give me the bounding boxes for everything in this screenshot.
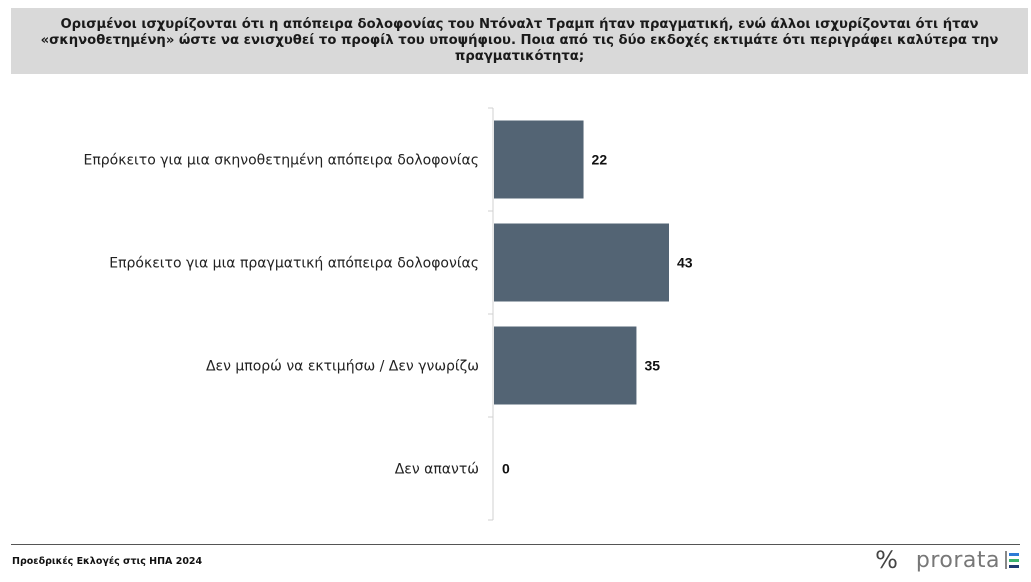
bar	[494, 120, 584, 199]
bar	[494, 223, 669, 302]
percent-icon: %	[875, 546, 898, 574]
value-label: 35	[644, 358, 660, 374]
category-label: Επρόκειτο για μια σκηνοθετημένη απόπειρα…	[84, 153, 480, 169]
question-title: Ορισμένοι ισχυρίζονται ότι η απόπειρα δο…	[40, 17, 999, 64]
category-label: Δεν μπορώ να εκτιμήσω / Δεν γνωρίζω	[206, 359, 479, 375]
brand-name: prorata	[915, 547, 1000, 573]
bar-chart: Επρόκειτο για μια σκηνοθετημένη απόπειρα…	[84, 107, 693, 521]
question-header: Ορισμένοι ισχυρίζονται ότι η απόπειρα δο…	[11, 8, 1028, 74]
category-label: Επρόκειτο για μια πραγματική απόπειρα δο…	[109, 256, 479, 272]
value-label: 43	[677, 255, 693, 271]
brand-logo: % prorata	[875, 545, 1019, 575]
category-label: Δεν απαντώ	[395, 462, 479, 478]
value-label: 0	[502, 461, 510, 477]
brand-lines-icon	[1005, 550, 1019, 570]
bar	[494, 326, 637, 405]
footer-divider	[11, 544, 1020, 545]
footer-source: Προεδρικές Εκλογές στις ΗΠΑ 2024	[12, 556, 203, 567]
value-label: 22	[592, 152, 608, 168]
